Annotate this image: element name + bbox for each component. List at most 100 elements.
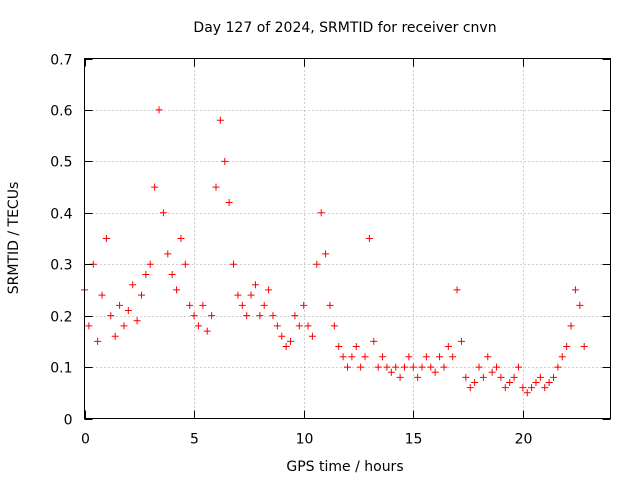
- data-point: [580, 343, 588, 350]
- data-point: [159, 209, 167, 217]
- y-tick-label: 0.3: [50, 258, 72, 274]
- data-point: [453, 286, 461, 294]
- y-axis-label: SRMTID / TECUs: [6, 182, 22, 295]
- data-point: [357, 363, 365, 371]
- data-point: [142, 271, 150, 278]
- data-point: [146, 260, 154, 268]
- plot-frame: [84, 58, 611, 419]
- data-point: [418, 363, 426, 371]
- data-point: [444, 343, 452, 350]
- data-point: [251, 281, 259, 289]
- data-point: [532, 379, 540, 386]
- data-point: [335, 343, 343, 350]
- data-point: [339, 353, 347, 361]
- data-point: [120, 322, 128, 330]
- data-point: [230, 260, 238, 268]
- data-point: [129, 281, 137, 289]
- data-point: [212, 183, 220, 191]
- x-axis-label: GPS time / hours: [286, 459, 403, 475]
- data-point: [567, 322, 575, 330]
- chart-title: Day 127 of 2024, SRMTID for receiver cnv…: [193, 20, 496, 36]
- data-point: [488, 368, 496, 376]
- data-point: [365, 235, 373, 242]
- data-point: [457, 337, 465, 345]
- data-point: [190, 312, 198, 320]
- data-point: [137, 291, 145, 299]
- data-point: [475, 363, 483, 371]
- data-point: [493, 363, 501, 371]
- data-point: [295, 322, 303, 330]
- data-point: [291, 312, 299, 320]
- data-point: [317, 209, 325, 217]
- y-tick-label: 0: [64, 413, 73, 429]
- data-point: [247, 291, 255, 299]
- data-point: [85, 322, 93, 330]
- data-point: [98, 291, 106, 299]
- data-point: [374, 363, 382, 371]
- data-point: [282, 343, 290, 350]
- data-point: [514, 363, 522, 371]
- data-point: [536, 373, 544, 381]
- data-point: [409, 363, 417, 371]
- data-point: [300, 301, 308, 309]
- data-point: [541, 384, 549, 392]
- grid-lines: [84, 58, 611, 419]
- data-point: [344, 363, 351, 371]
- data-point: [348, 353, 356, 361]
- y-tick-label: 0.1: [50, 361, 72, 377]
- tick-labels: 0 0.1 0.2 0.3 0.4 0.5 0.6 0.7 0 5 10 15 20: [50, 53, 532, 448]
- data-point: [94, 337, 102, 345]
- y-tick-label: 0.5: [50, 155, 72, 171]
- data-points: [81, 106, 588, 397]
- data-point: [265, 286, 273, 294]
- data-point: [440, 363, 448, 371]
- x-tick-label: 0: [81, 432, 90, 448]
- data-point: [322, 250, 330, 258]
- data-point: [216, 116, 224, 124]
- data-point: [308, 332, 316, 340]
- data-point: [208, 312, 216, 320]
- data-point: [243, 312, 251, 320]
- x-tick-label: 20: [515, 432, 533, 448]
- data-point: [173, 286, 181, 294]
- data-point: [168, 271, 176, 278]
- data-point: [558, 353, 566, 361]
- data-point: [383, 363, 391, 371]
- data-point: [431, 368, 439, 376]
- data-point: [225, 199, 233, 206]
- data-point: [313, 260, 321, 268]
- y-tick-label: 0.7: [50, 53, 72, 69]
- data-point: [414, 373, 422, 381]
- data-point: [177, 235, 185, 242]
- data-point: [111, 332, 119, 340]
- data-point: [379, 353, 387, 361]
- data-point: [563, 343, 571, 350]
- data-point: [186, 301, 194, 309]
- data-point: [528, 384, 536, 392]
- data-point: [102, 235, 110, 242]
- y-tick-label: 0.2: [50, 310, 72, 326]
- data-point: [506, 379, 514, 386]
- data-point: [124, 307, 132, 314]
- axis-ticks: [84, 58, 611, 420]
- data-point: [554, 363, 562, 371]
- data-point: [269, 312, 277, 320]
- data-point: [194, 322, 202, 330]
- data-point: [287, 337, 295, 345]
- data-point: [326, 301, 334, 309]
- data-point: [427, 363, 435, 371]
- data-point: [571, 286, 579, 294]
- data-point: [203, 327, 211, 335]
- data-point: [471, 379, 479, 386]
- data-point: [273, 322, 281, 330]
- data-point: [155, 106, 163, 114]
- data-point: [462, 373, 470, 381]
- data-point: [523, 389, 531, 397]
- data-point: [497, 373, 505, 381]
- data-point: [400, 363, 408, 371]
- x-tick-label: 15: [405, 432, 423, 448]
- data-point: [405, 353, 413, 361]
- data-point: [387, 368, 395, 376]
- data-point: [278, 332, 286, 340]
